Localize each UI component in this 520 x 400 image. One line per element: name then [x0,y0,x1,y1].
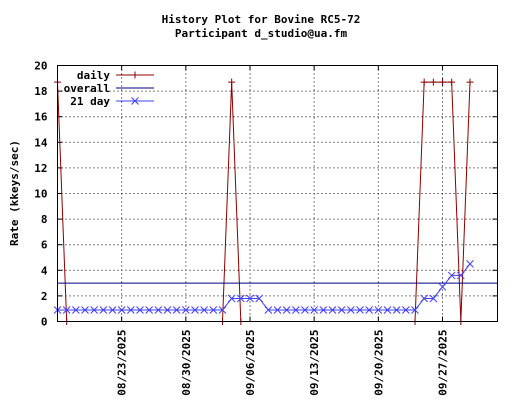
y-tick-label: 0 [41,316,48,329]
series-line [57,263,471,311]
data-point [448,78,456,86]
data-point [145,306,154,314]
y-tick-label: 6 [41,239,48,252]
data-point [99,306,108,314]
series-layer [53,78,498,325]
data-point [365,306,374,314]
series-line [57,81,471,322]
series-21-day [53,260,474,314]
data-point [255,294,264,303]
data-point [420,294,429,303]
data-point [228,78,236,86]
data-point [181,306,190,314]
data-point [71,306,80,314]
y-tick-label: 20 [34,60,47,73]
data-point [337,306,346,314]
data-point [356,306,364,314]
data-point [447,271,456,280]
y-tick-label: 10 [34,188,47,201]
data-point [374,306,383,314]
legend-label: 21 day [70,95,110,108]
grid [57,65,498,322]
data-point [172,306,181,314]
series-daily [54,78,474,325]
data-point [466,78,474,86]
x-tick-label: 08/23/2025 [116,330,129,396]
data-point [438,283,447,291]
y-tick-label: 12 [34,162,47,175]
y-axis-label: Rate (kkeys/sec) [8,140,21,246]
data-point [81,306,89,314]
x-tick-label: 09/27/2025 [437,330,450,396]
data-point [319,306,328,314]
data-point [466,260,474,268]
y-axis-ticks: 0 2 4 6 8 10 12 14 16 18 20 [34,60,498,329]
data-point [301,306,309,314]
x-tick-label: 08/30/2025 [180,330,193,396]
data-point [411,306,419,314]
legend-label: overall [64,82,110,95]
data-point [328,306,337,314]
y-tick-label: 16 [34,111,48,124]
chart-subtitle: Participant d_studio@ua.fm [175,27,348,40]
data-point [420,78,428,86]
data-point [117,306,126,314]
data-point [236,294,245,303]
data-point [383,306,392,314]
data-point [310,306,319,314]
data-point [227,294,236,303]
data-point [209,306,218,314]
data-point [282,306,291,314]
y-tick-label: 8 [41,213,48,226]
data-point [401,306,410,314]
data-point [126,306,135,314]
data-point [191,306,199,314]
y-tick-label: 18 [34,85,47,98]
data-point [200,306,209,314]
y-tick-label: 14 [34,136,48,149]
plot-frame [57,65,498,322]
data-point [439,78,446,86]
x-tick-label: 09/13/2025 [308,330,321,396]
data-point [264,306,273,314]
data-point [346,306,355,314]
data-point [246,294,254,303]
data-point [429,294,438,303]
data-point [291,306,300,314]
x-tick-label: 09/06/2025 [244,330,257,396]
data-point [273,306,282,314]
y-tick-label: 4 [41,264,48,277]
y-tick-label: 2 [41,290,48,303]
data-point [131,97,139,105]
x-axis-ticks: 08/23/2025 08/30/2025 09/06/2025 09/13/2025… [116,65,450,396]
legend-label: daily [77,69,110,82]
data-point [62,306,71,314]
data-point [392,306,401,314]
data-point [218,306,227,314]
data-point [154,306,163,314]
chart-title: History Plot for Bovine RC5-72 [162,13,361,26]
data-point [456,271,465,280]
data-point [108,306,117,314]
data-point [429,78,437,86]
x-tick-label: 09/20/2025 [372,330,385,396]
data-point [136,306,144,314]
data-point [163,306,172,314]
data-point [131,71,139,79]
data-point [90,306,99,314]
